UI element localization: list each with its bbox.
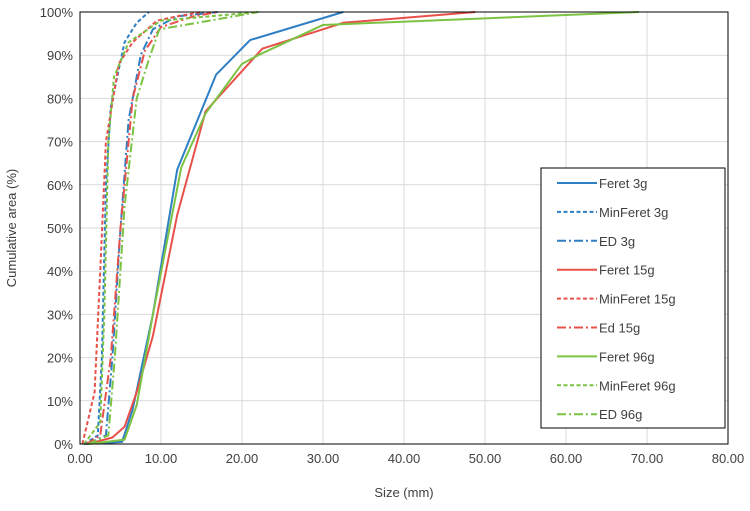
legend-label-minferet-3g: MinFeret 3g — [599, 205, 668, 220]
plot-border — [79, 11, 729, 445]
x-tick-label: 0.00 — [67, 451, 92, 466]
x-tick-label: 20.00 — [226, 451, 259, 466]
x-tick-label: 40.00 — [388, 451, 421, 466]
legend-label-feret-15g: Feret 15g — [599, 263, 655, 278]
x-tick-label: 50.00 — [469, 451, 502, 466]
series-line-minferet-96g — [83, 11, 259, 445]
y-tick-label: 40% — [47, 264, 73, 279]
series-line-ed-15g — [85, 11, 218, 445]
series-lines — [81, 11, 639, 445]
x-tick-labels: 0.00 10.00 20.00 30.00 40.00 50.00 60.00 70.00 8… — [67, 451, 744, 466]
legend: Feret 3g MinFeret 3g ED 3g Feret 15g MinFere… — [540, 167, 726, 429]
y-tick-label: 60% — [47, 178, 73, 193]
x-axis-label: Size (mm) — [374, 485, 433, 500]
y-tick-label: 10% — [47, 394, 73, 409]
legend-label-minferet-15g: MinFeret 15g — [599, 292, 676, 307]
x-tick-label: 30.00 — [307, 451, 340, 466]
y-tick-label: 50% — [47, 221, 73, 236]
y-tick-label: 0% — [54, 437, 73, 452]
y-tick-label: 100% — [40, 5, 74, 20]
y-tick-label: 90% — [47, 48, 73, 63]
legend-label-ed-96g: ED 96g — [599, 407, 642, 422]
series-line-feret-3g — [83, 11, 344, 445]
y-tick-label: 20% — [47, 351, 73, 366]
legend-label-minferet-96g: MinFeret 96g — [599, 378, 676, 393]
y-tick-label: 70% — [47, 135, 73, 150]
x-tick-label: 10.00 — [145, 451, 178, 466]
legend-label-feret-96g: Feret 96g — [599, 349, 655, 364]
x-tick-label: 60.00 — [550, 451, 583, 466]
y-axis-label: Cumulative area (%) — [4, 169, 19, 288]
series-line-feret-96g — [87, 11, 639, 445]
y-tick-label: 80% — [47, 91, 73, 106]
legend-label-feret-3g: Feret 3g — [599, 176, 647, 191]
series-line-feret-15g — [87, 11, 476, 445]
y-tick-labels: 0% 10% 20% 30% 40% 50% 60% 70% 80% 90% 100% — [40, 5, 74, 452]
series-line-ed-96g — [87, 11, 259, 445]
legend-label-ed-15g: Ed 15g — [599, 321, 640, 336]
series-line-minferet-3g — [83, 11, 150, 445]
x-tick-label: 80.00 — [712, 451, 745, 466]
y-tick-label: 30% — [47, 307, 73, 322]
x-tick-label: 70.00 — [631, 451, 664, 466]
legend-label-ed-3g: ED 3g — [599, 234, 635, 249]
series-line-minferet-15g — [81, 11, 202, 445]
